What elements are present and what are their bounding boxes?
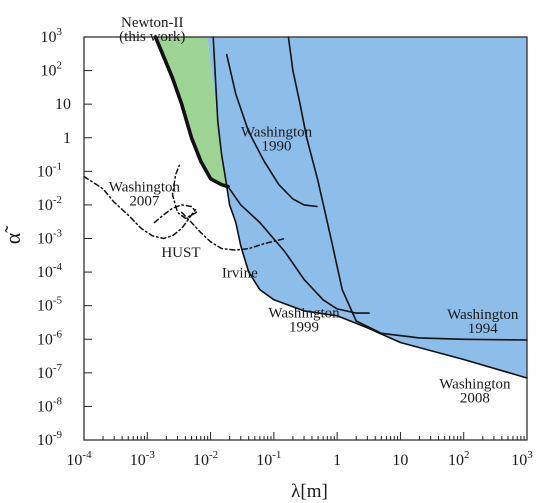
y-tick-label: 1 xyxy=(63,130,71,147)
y-tick-label: 10-5 xyxy=(37,295,63,315)
y-tick-label: 10-1 xyxy=(37,160,62,180)
x-tick-label: 10 xyxy=(392,452,408,469)
x-tick-label: 102 xyxy=(448,449,470,469)
series-line-irvine xyxy=(180,211,286,251)
series-layer xyxy=(83,35,528,379)
y-tick-label: 103 xyxy=(41,26,63,46)
annotation-hust: HUST xyxy=(161,245,200,261)
x-tick-label: 10-4 xyxy=(66,449,92,469)
x-tick-label: 103 xyxy=(511,449,533,469)
annotations-layer: Newton-II (this work) Washington 1990 Washin… xyxy=(109,15,519,407)
y-tick-label: 10 xyxy=(55,96,71,113)
ticks-layer xyxy=(83,36,528,441)
series-line-washington-1990 xyxy=(225,53,318,208)
annotation-newton: Newton-II (this work) xyxy=(119,15,185,45)
y-tick-label: 10-8 xyxy=(37,395,63,415)
annotation-w1990: Washington 1990 xyxy=(241,124,313,154)
x-tick-label: 10-2 xyxy=(193,449,218,469)
annotation-w1999: Washington 1999 xyxy=(268,305,340,335)
tick-labels-layer: 10-4 10-3 10-2 10-1 1 10 102 10310310210110-110… xyxy=(37,26,533,469)
y-tick-label: 10-4 xyxy=(37,261,63,281)
y-tick-label: 10-3 xyxy=(37,228,63,248)
x-tick-label: 1 xyxy=(333,452,341,469)
annotation-w2008: Washington 2008 xyxy=(439,377,511,407)
y-tick-label: 10-6 xyxy=(37,328,63,348)
series-line-washington-2008 xyxy=(212,36,528,379)
series-line-washington-1994 xyxy=(287,36,528,341)
series-line-hust xyxy=(153,164,198,224)
series-line-washington-1999 xyxy=(228,188,370,314)
y-tick-label: 10-9 xyxy=(37,429,63,449)
newton-ii-region xyxy=(155,37,226,185)
regions-layer xyxy=(155,37,527,378)
y-tick-label: 10-7 xyxy=(37,362,63,382)
x-axis-label: λ[m] xyxy=(291,481,328,502)
annotation-irvine: Irvine xyxy=(222,265,258,281)
y-tick-label: 102 xyxy=(41,60,63,80)
annotation-w2007: Washington 2007 xyxy=(109,180,181,210)
x-tick-label: 10-3 xyxy=(130,449,156,469)
excluded-region xyxy=(207,37,527,378)
series-line-washington-2007 xyxy=(83,175,198,240)
y-axis-label: α̃ xyxy=(0,225,25,245)
series-line-newton-ii-this-work xyxy=(153,35,230,189)
x-tick-label: 10-1 xyxy=(256,449,281,469)
annotation-w1994: Washington 1994 xyxy=(447,307,519,337)
y-tick-label: 10-2 xyxy=(37,194,62,214)
